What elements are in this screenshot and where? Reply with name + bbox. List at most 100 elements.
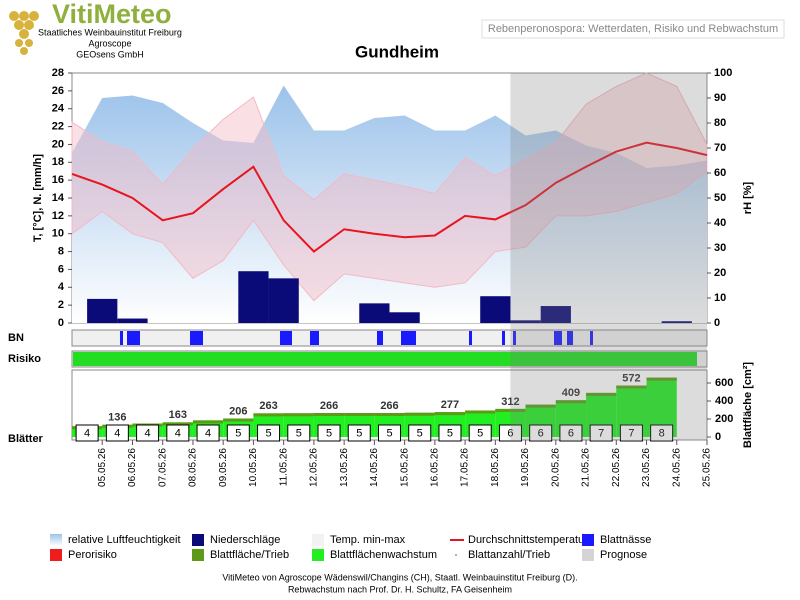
- logo-icon: [9, 11, 39, 55]
- leaf-tick-label: 400: [715, 395, 733, 407]
- leaf-label: Blätter: [8, 433, 44, 445]
- subtitle-box: [481, 19, 785, 39]
- leaf-area-label: 263: [259, 400, 277, 412]
- leaf-count-box: [559, 424, 583, 442]
- leaf-count-label: 5: [417, 427, 423, 439]
- y-tick-label: 20: [52, 138, 64, 150]
- x-tick-label: 12.05.26: [309, 448, 320, 487]
- legend-swatch: [455, 554, 457, 556]
- logo-line: Staatliches Weinbauinstitut Freiburg: [38, 27, 182, 37]
- y2-tick-label: 30: [714, 242, 726, 254]
- leaf-area-label: 572: [622, 372, 640, 384]
- x-tick-label: 08.05.26: [188, 448, 199, 487]
- leaf-area-label: 409: [562, 387, 580, 399]
- precip-bar: [661, 321, 692, 323]
- legend-label: Prognose: [600, 549, 647, 561]
- x-tick-label: 22.05.26: [611, 448, 622, 487]
- y-tick-label: 0: [58, 317, 64, 329]
- leaf-count-label: 7: [598, 427, 604, 439]
- leaf-count-box: [226, 424, 250, 442]
- x-tick-label: 25.05.26: [702, 448, 713, 487]
- leaf-count-box: [378, 424, 401, 442]
- leaf-count-label: 6: [538, 427, 544, 439]
- leaf-count-label: 4: [114, 427, 120, 439]
- leaf-count-label: 5: [265, 427, 271, 439]
- leaf-area-label: 312: [501, 396, 519, 408]
- leaf-count-label: 5: [326, 427, 332, 439]
- leaf-area-label: 266: [320, 400, 338, 412]
- legend-label: Blattflächenwachstum: [330, 549, 437, 561]
- leaf-area-label: 163: [169, 409, 187, 421]
- x-tick-label: 14.05.26: [369, 448, 380, 487]
- x-tick-label: 24.05.26: [671, 448, 682, 487]
- leaf-tick-label: 600: [715, 377, 733, 389]
- legend-swatch: [582, 534, 594, 546]
- y2-tick-label: 40: [714, 217, 726, 229]
- legend-label: Perorisiko: [68, 549, 117, 561]
- legend-swatch: [50, 549, 62, 561]
- x-tick-label: 19.05.26: [520, 448, 531, 487]
- leaf-tick-label: 0: [715, 431, 721, 443]
- legend-label: relative Luftfeuchtigkeit: [68, 534, 181, 546]
- leaf-count-label: 5: [235, 427, 241, 439]
- y-tick-label: 4: [58, 281, 65, 293]
- leaf-tick-label: 200: [715, 413, 733, 425]
- leaf-count-box: [619, 424, 643, 442]
- leaf-area-label: 206: [229, 405, 247, 417]
- y-tick-label: 10: [52, 228, 64, 240]
- x-tick-label: 15.05.26: [399, 448, 410, 487]
- y2-axis-label: rH [%]: [742, 181, 754, 214]
- y-tick-label: 14: [52, 192, 65, 204]
- y-tick-label: 28: [52, 67, 64, 79]
- x-tick-label: 07.05.26: [157, 448, 168, 487]
- leaf-count-box: [317, 424, 341, 442]
- leaf-count-box: [589, 424, 613, 442]
- leaf-count-box: [468, 424, 492, 442]
- leaf-count-box: [105, 424, 129, 442]
- x-tick-label: 23.05.26: [641, 448, 652, 487]
- leaf-count-label: 6: [507, 427, 513, 439]
- y-tick-label: 18: [52, 156, 64, 168]
- leaf-count-label: 5: [386, 427, 392, 439]
- x-tick-label: 05.05.26: [97, 448, 108, 487]
- leaf-count-box: [75, 424, 99, 442]
- precip-bar: [389, 312, 420, 323]
- leaf-count-box: [287, 424, 311, 442]
- leaf-area-label: 277: [441, 399, 459, 411]
- leaf-count-box: [408, 424, 432, 442]
- precip-bar: [238, 271, 269, 323]
- logo-line: Agroscope: [88, 38, 131, 48]
- precip-bar: [540, 306, 571, 323]
- y2-tick-label: 50: [714, 192, 726, 204]
- precip-bar: [117, 318, 148, 323]
- bn-strip: [71, 329, 708, 347]
- legend-swatch: [192, 549, 204, 561]
- leaf-count-box: [196, 424, 220, 442]
- x-tick-label: 06.05.26: [127, 448, 138, 487]
- leaf-count-label: 8: [659, 427, 665, 439]
- legend-swatch: [312, 534, 324, 546]
- precip-bar: [359, 303, 390, 323]
- y-tick-label: 16: [52, 174, 64, 186]
- x-tick-label: 09.05.26: [218, 448, 229, 487]
- leaf-count-box: [257, 424, 281, 442]
- risk-bar: [73, 352, 697, 366]
- leaf-count-label: 5: [356, 427, 362, 439]
- humidity-area: [72, 85, 707, 323]
- y-tick-label: 12: [52, 210, 64, 222]
- leaf-count-label: 4: [145, 427, 151, 439]
- risk-label: Risiko: [8, 353, 41, 365]
- y2-tick-label: 0: [714, 317, 720, 329]
- leaf-count-box: [529, 424, 553, 442]
- x-tick-label: 13.05.26: [339, 448, 350, 487]
- chart-title: Gundheim: [355, 42, 439, 61]
- leaf-count-label: 4: [84, 427, 90, 439]
- bn-label: BN: [8, 332, 24, 344]
- leaf-count-box: [347, 424, 371, 442]
- leaf-count-label: 5: [447, 427, 453, 439]
- x-tick-label: 11.05.26: [278, 448, 289, 487]
- logo: VitiMeteo: [52, 0, 172, 29]
- y-tick-label: 2: [58, 299, 64, 311]
- leaf-count-label: 5: [296, 427, 302, 439]
